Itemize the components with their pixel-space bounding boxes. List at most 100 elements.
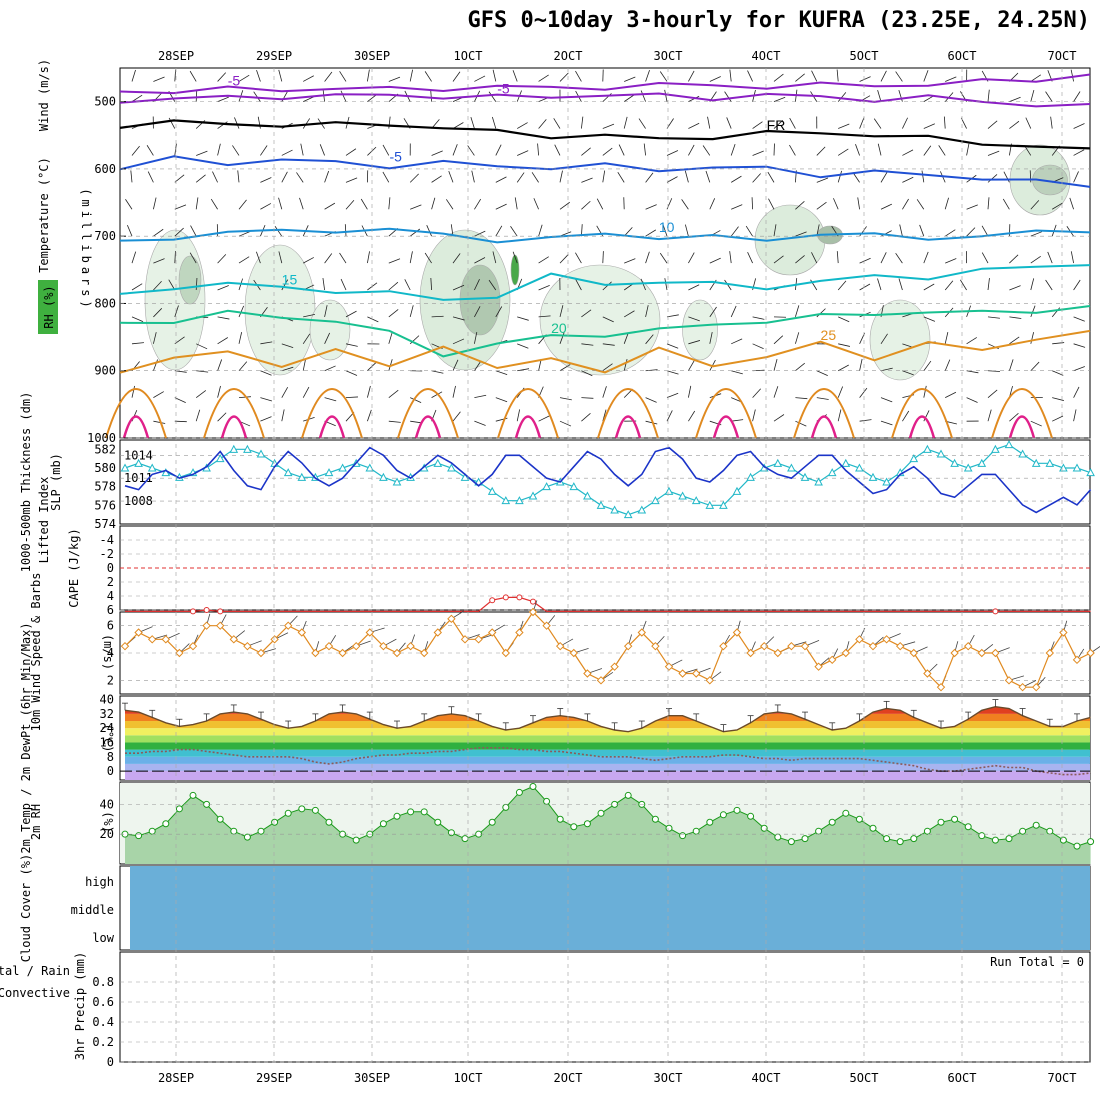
wind-barb [452, 411, 461, 422]
wind-speed-marker [596, 676, 606, 685]
thickness-tick-label: 578 [94, 480, 116, 494]
wind-speed-marker [1018, 682, 1027, 692]
rh-marker [583, 820, 591, 828]
wind-barb [581, 397, 594, 399]
wind-barb [623, 332, 629, 344]
wind-barb [345, 148, 357, 156]
wind-barb [409, 69, 414, 82]
rh-marker [284, 809, 292, 817]
wind-barb [514, 197, 518, 210]
wind-barb [795, 305, 800, 318]
wind-barb [795, 73, 805, 82]
wind-barb [324, 305, 328, 317]
rh-marker [1019, 827, 1027, 835]
wind-barb [1047, 251, 1053, 264]
wind-barb [895, 71, 903, 82]
date-tick-top: 30SEP [354, 49, 390, 63]
wind-speed-marker [1086, 648, 1095, 658]
wind-speed-marker [487, 628, 497, 637]
wind-barb [559, 332, 565, 344]
wind-barb [409, 173, 419, 183]
wind-speed-marker [909, 648, 919, 658]
date-tick-bottom: 1OCT [454, 1071, 483, 1085]
temp-contour-label: -5 [497, 81, 510, 97]
wind-speed-marker [419, 648, 429, 658]
temp-line [124, 705, 1091, 733]
rh-marker [162, 820, 170, 828]
thickness-marker [487, 486, 497, 495]
wind-barb [838, 364, 849, 372]
wind-barb [174, 305, 179, 318]
wind-tick-label: 6 [107, 619, 114, 633]
temp-contour-3 [119, 155, 1091, 188]
wind-barb [127, 224, 133, 237]
wind-barb [448, 170, 454, 183]
wind-barb [1030, 361, 1040, 372]
wind-barb [709, 198, 716, 210]
wind-barb [684, 224, 689, 237]
wind-barb [492, 251, 497, 264]
wind-barb [303, 313, 316, 318]
temp-band-3 [125, 749, 1090, 757]
wind-barb [730, 143, 736, 156]
warm-contour [497, 388, 559, 439]
wind-barb [281, 409, 285, 422]
thickness-marker [1004, 440, 1014, 449]
wind-barb [581, 116, 584, 129]
date-tick-bottom: 3OCT [654, 1071, 683, 1085]
wind-barb [495, 203, 507, 210]
wind-barb [859, 257, 871, 264]
wind-barb [256, 69, 261, 82]
wind-barb [688, 340, 701, 345]
wind-tick-label: 2 [107, 673, 114, 687]
wind-barb [1073, 123, 1085, 129]
thickness-marker [814, 477, 823, 486]
wind-barb [837, 170, 843, 183]
wind-barb [217, 72, 227, 82]
precip-ylabel: 3hr Precip (mm) [73, 952, 87, 1060]
wind-barb [898, 278, 903, 291]
wind-barb [816, 201, 827, 210]
wind-barb [319, 144, 325, 156]
wind-barb [623, 358, 628, 371]
wind-barb [752, 388, 761, 398]
temp-ylabel: (°C) [101, 724, 115, 753]
wind-speed-marker [691, 669, 701, 678]
rh-marker [896, 838, 904, 846]
thickness-marker [664, 486, 674, 495]
wind-speed-marker [215, 621, 225, 630]
wind-barb [153, 280, 162, 291]
thickness-marker [501, 496, 511, 505]
wind-barb [837, 280, 847, 291]
wind-barb [322, 278, 325, 291]
thickness-marker [338, 463, 347, 472]
wind-barb [452, 385, 456, 398]
wind-barb [836, 251, 839, 264]
thickness-marker [134, 458, 143, 467]
thickness-marker [297, 472, 307, 481]
wind-barb [730, 226, 739, 237]
wind-barb [645, 69, 650, 82]
wind-barb [452, 71, 461, 82]
rh-shade-13 [869, 299, 931, 381]
wind-barb [452, 338, 465, 345]
wind-barb [902, 198, 909, 210]
wind-barb [388, 281, 399, 291]
wind-barb [688, 284, 700, 291]
wind-speed-marker [555, 641, 565, 651]
wind-barb [773, 96, 786, 103]
wind-ylabel: (m/s) [101, 634, 115, 670]
wind-barb [1030, 231, 1043, 237]
wind-barb [987, 370, 1001, 372]
wind-barb [923, 251, 929, 264]
wind-barb [709, 76, 721, 82]
wind-speed-marker [855, 635, 864, 644]
wind-barb [880, 230, 892, 237]
wind-barb [702, 145, 711, 156]
cloud-tick-label: high [85, 875, 114, 889]
wind-barb [256, 251, 261, 264]
wind-barb [324, 332, 331, 344]
wind-barb [688, 360, 695, 371]
wind-barb [474, 257, 486, 264]
wind-barb [899, 224, 903, 237]
